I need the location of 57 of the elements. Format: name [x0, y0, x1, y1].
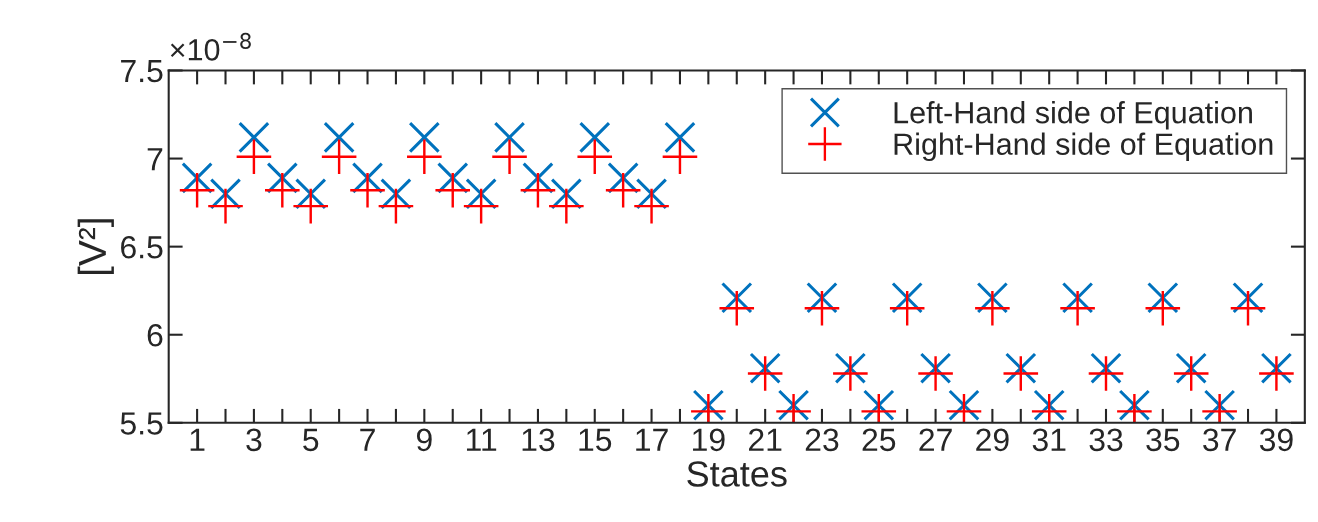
x-tick-label: 37 [1203, 428, 1236, 452]
point [1145, 291, 1181, 326]
text: ×10$^{−8}$ [170, 32, 251, 61]
point [493, 121, 526, 154]
point [719, 291, 755, 326]
point [975, 291, 1010, 326]
y-axis-title: [V²] [77, 219, 114, 275]
point [1003, 356, 1039, 391]
x-tick-label: 21 [749, 428, 782, 451]
point [1173, 356, 1209, 391]
x-tick-label: 35 [1146, 428, 1180, 452]
x-tick-label: 1 [190, 428, 205, 451]
x-tick-label: 23 [805, 428, 839, 452]
point [492, 139, 527, 175]
point [323, 121, 355, 154]
point [408, 121, 441, 154]
y-tick-label: 7 [147, 148, 163, 171]
x-tick-label: 29 [976, 428, 1009, 452]
point [549, 188, 584, 224]
point [238, 121, 270, 154]
point [1060, 291, 1095, 326]
point [1259, 356, 1294, 391]
x-tick-label: 11 [466, 428, 497, 451]
x-tick-label: 7 [360, 428, 375, 451]
legend-label: Left-Hand side of Equation [894, 101, 1252, 130]
point [265, 172, 300, 208]
point [889, 291, 925, 326]
x-tick-label: 5 [303, 428, 319, 452]
point [1088, 356, 1124, 391]
x-tick-label: 31 [1032, 428, 1066, 452]
y-tick-label: 6 [147, 324, 163, 347]
point [350, 172, 385, 208]
x-axis-title: States [687, 461, 787, 487]
point [634, 188, 669, 224]
point [833, 356, 868, 391]
x-tick-label: 9 [416, 428, 432, 452]
point [407, 139, 442, 175]
y-tick-label: 7.5 [121, 60, 163, 83]
x-tick-label: 25 [862, 428, 896, 452]
x-tick-label: 15 [579, 428, 612, 452]
x-tick-label: 39 [1259, 428, 1293, 452]
point [664, 121, 696, 154]
y-tick-label: 5.5 [120, 412, 163, 435]
point [208, 188, 243, 224]
point [578, 121, 611, 154]
x-tick-label: 3 [246, 428, 262, 452]
point [1230, 291, 1266, 326]
point [747, 356, 783, 391]
x-tick-label: 27 [919, 428, 952, 451]
x-tick-label: 17 [636, 428, 668, 451]
legend-label: Right-Hand side of Equation [894, 132, 1273, 162]
x-tick-label: 19 [693, 428, 725, 452]
x-tick-label: 13 [522, 428, 555, 452]
y-tick-label: 6.5 [121, 235, 163, 259]
x-tick-label: 33 [1089, 428, 1123, 452]
point [918, 356, 953, 391]
point [804, 291, 840, 326]
